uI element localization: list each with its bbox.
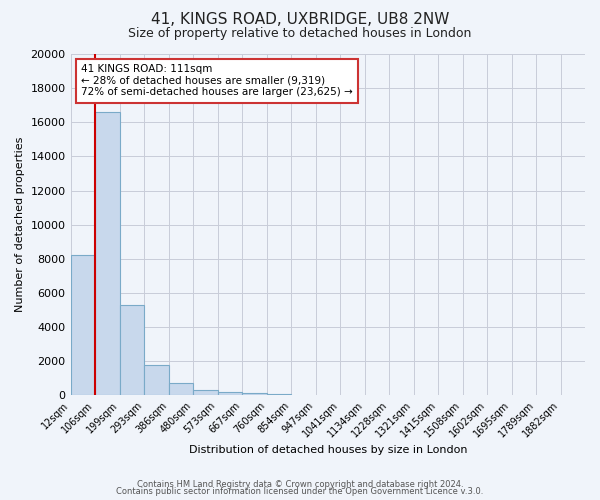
Bar bbox=[169, 384, 193, 396]
Bar bbox=[95, 112, 119, 396]
Text: 41 KINGS ROAD: 111sqm
← 28% of detached houses are smaller (9,319)
72% of semi-d: 41 KINGS ROAD: 111sqm ← 28% of detached … bbox=[81, 64, 353, 98]
Bar bbox=[71, 256, 95, 396]
Y-axis label: Number of detached properties: Number of detached properties bbox=[15, 137, 25, 312]
Bar bbox=[119, 305, 144, 396]
Bar bbox=[242, 393, 266, 396]
Text: 41, KINGS ROAD, UXBRIDGE, UB8 2NW: 41, KINGS ROAD, UXBRIDGE, UB8 2NW bbox=[151, 12, 449, 28]
Text: Size of property relative to detached houses in London: Size of property relative to detached ho… bbox=[128, 28, 472, 40]
Text: Contains HM Land Registry data © Crown copyright and database right 2024.: Contains HM Land Registry data © Crown c… bbox=[137, 480, 463, 489]
Bar bbox=[144, 364, 169, 396]
Text: Contains public sector information licensed under the Open Government Licence v.: Contains public sector information licen… bbox=[116, 487, 484, 496]
Bar bbox=[218, 392, 242, 396]
X-axis label: Distribution of detached houses by size in London: Distribution of detached houses by size … bbox=[188, 445, 467, 455]
Bar bbox=[193, 390, 218, 396]
Bar bbox=[266, 394, 291, 396]
